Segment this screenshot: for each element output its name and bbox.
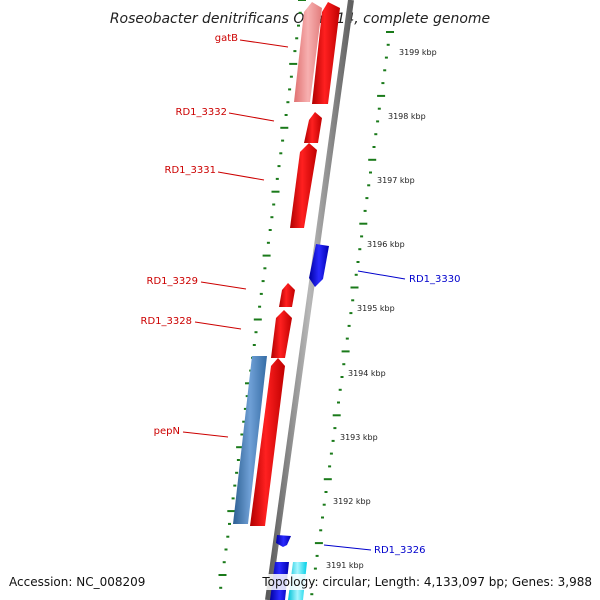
gene-RD1_3326[interactable]: [276, 535, 291, 547]
gene-label-RD1_3326[interactable]: RD1_3326: [374, 545, 425, 556]
topology-text: Topology: circular; Length: 4,133,097 bp…: [261, 575, 592, 589]
gene-RD1_3332[interactable]: [304, 112, 322, 143]
gene-features: [233, 2, 340, 600]
gene-labels: gatB RD1_3332 RD1_3331 RD1_3330 RD1_3329…: [141, 33, 461, 556]
gene-label-pepN[interactable]: pepN: [154, 426, 180, 437]
leader-RD1_3328: [194, 321, 242, 330]
topology-backdrop: [258, 574, 596, 590]
map-title: Roseobacter denitrificans OCh 114, compl…: [110, 11, 490, 27]
tick-label: 3197 kbp: [377, 176, 415, 185]
accession-text: Accession: NC_008209: [9, 575, 145, 589]
tick-label: 3191 kbp: [326, 561, 364, 570]
tick-labels: 3199 kbp 3198 kbp 3197 kbp 3196 kbp 3195…: [326, 48, 437, 570]
tick-track-right: [310, 31, 394, 596]
leader-gatB: [239, 39, 289, 48]
gene-RD1_3329[interactable]: [279, 283, 295, 307]
tick-label: 3195 kbp: [357, 304, 395, 313]
leader-RD1_3331: [217, 171, 265, 181]
gene-label-RD1_3331[interactable]: RD1_3331: [165, 165, 216, 176]
gene-RD1_3330[interactable]: [309, 244, 329, 287]
leader-RD1_3332: [228, 112, 275, 122]
gene-label-RD1_3330[interactable]: RD1_3330: [409, 274, 460, 285]
gene-steelblue[interactable]: [233, 356, 267, 524]
gene-RD1_3328[interactable]: [271, 310, 292, 358]
label-leaders: [182, 39, 406, 551]
tick-label: 3193 kbp: [340, 433, 378, 442]
leader-pepN: [182, 431, 229, 438]
leader-RD1_3326: [323, 544, 372, 551]
tick-label: 3198 kbp: [388, 112, 426, 121]
gene-label-RD1_3332[interactable]: RD1_3332: [176, 107, 227, 118]
gene-RD1_3331[interactable]: [290, 143, 317, 228]
gene-label-RD1_3329[interactable]: RD1_3329: [147, 276, 198, 287]
leader-RD1_3329: [200, 281, 247, 290]
gene-label-gatB[interactable]: gatB: [215, 33, 238, 44]
tick-label: 3192 kbp: [333, 497, 371, 506]
tick-track-left: [218, 0, 306, 589]
gene-label-RD1_3328[interactable]: RD1_3328: [141, 316, 192, 327]
gene-gatB-light[interactable]: [294, 2, 322, 102]
leader-RD1_3330: [357, 270, 406, 280]
backbone: [265, 0, 354, 600]
gene-pepN[interactable]: [250, 358, 285, 526]
gene-gatB[interactable]: [312, 2, 340, 104]
tick-label: 3196 kbp: [367, 240, 405, 249]
tick-label: 3199 kbp: [399, 48, 437, 57]
tick-label: 3194 kbp: [348, 369, 386, 378]
